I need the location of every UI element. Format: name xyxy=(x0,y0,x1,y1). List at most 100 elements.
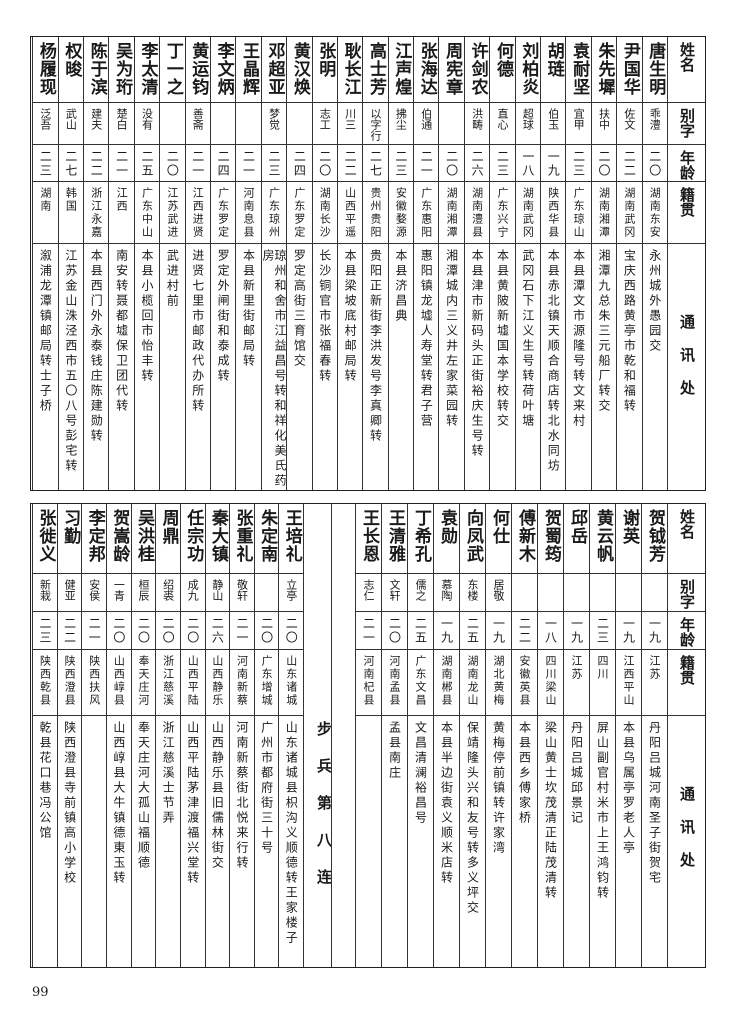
person-alias: 儒之 xyxy=(414,578,427,601)
cell-alias xyxy=(160,103,185,145)
person-origin: 山西平遥 xyxy=(343,187,357,240)
header-cell-origin: 籍贯 xyxy=(668,182,705,245)
cell-address: 本县津市新码头正街裕庆生号转 xyxy=(465,244,489,490)
cell-alias: 武山 xyxy=(58,103,84,145)
person-address: 孟县南庄 xyxy=(387,721,402,782)
cell-name: 傅新木 xyxy=(512,504,537,574)
person-origin: 韩国 xyxy=(64,187,78,214)
cell-age: 二三 xyxy=(261,145,287,183)
cell-address: 本县新里街邮局转 xyxy=(236,244,260,490)
cell-alias: 绍裘 xyxy=(156,574,180,612)
cell-name: 丁希孔 xyxy=(408,504,433,574)
cell-name: 袁耐坚 xyxy=(566,37,591,103)
cell-name: 李文炳 xyxy=(210,37,236,103)
person-name: 丁一之 xyxy=(162,42,183,96)
person-alias: 新栽 xyxy=(38,578,52,601)
person-age: 二一 xyxy=(87,616,102,645)
person-address: 本县津市新码头正街裕庆生号转 xyxy=(470,249,485,460)
cell-address: 本县小榄回市怡丰转 xyxy=(135,244,159,490)
cell-alias: 拂尘 xyxy=(388,103,414,145)
person-name: 丁希孔 xyxy=(411,509,431,563)
person-origin: 陕西扶风 xyxy=(87,655,101,708)
person-alias: 一青 xyxy=(112,578,126,601)
cell-alias: 佐文 xyxy=(617,103,642,145)
person-origin: 河南杞县 xyxy=(362,655,375,708)
person-origin: 山东诸城 xyxy=(284,655,298,708)
person-column: 黄运钧 善斋 二一 江西进贤 进贤七里市邮政代办所转 xyxy=(184,37,210,490)
cell-age: 二〇 xyxy=(642,145,667,183)
cell-address: 山西平陆茅津渡福兴堂转 xyxy=(181,716,205,967)
cell-origin: 奉天庄河 xyxy=(131,650,156,717)
cell-address: 河南新蔡街北悦来行转 xyxy=(230,716,254,967)
person-column: 黄云帆 二三 四川 屏山副官村米市上王鸿钧转 xyxy=(589,504,615,967)
person-address: 山东诸城县枳沟义顺德转王家楼子 xyxy=(284,721,299,947)
person-address: 本县乌属亭罗老人亭 xyxy=(621,721,636,857)
person-alias: 川三 xyxy=(343,107,357,130)
cell-alias xyxy=(287,103,312,145)
cell-name: 江声煌 xyxy=(388,37,414,103)
cell-address: 罗定高街三育馆交 xyxy=(287,244,311,490)
cell-age: 二三 xyxy=(566,145,591,183)
person-address: 乾县花口巷冯公馆 xyxy=(37,721,52,842)
cell-origin: 山西崞县 xyxy=(107,650,131,717)
header-origin: 籍贯 xyxy=(678,655,696,686)
person-column: 周宪章 二〇 湖南湘潭 湘潭城内三义井左家菜园转 xyxy=(438,37,464,490)
person-address: 湘潭城内三义井左家菜园转 xyxy=(444,249,459,430)
person-name: 许剑农 xyxy=(467,42,488,96)
person-column: 耿长江 川三 二二 山西平遥 本县梁坡底村邮局转 xyxy=(336,37,363,490)
cell-origin: 山西平遥 xyxy=(337,182,363,245)
person-origin: 湖南湘潭 xyxy=(597,187,611,240)
cell-age: 二一 xyxy=(356,612,381,651)
cell-alias xyxy=(439,103,464,145)
cell-alias: 宜甲 xyxy=(566,103,591,145)
person-alias: 东楼 xyxy=(466,578,479,601)
person-alias: 成九 xyxy=(186,578,200,601)
header-cell-alias: 别字 xyxy=(668,103,705,145)
header-origin: 籍贯 xyxy=(678,187,696,218)
person-alias: 建夫 xyxy=(89,107,103,130)
person-age: 一九 xyxy=(491,616,506,645)
person-age: 二一 xyxy=(234,616,249,645)
cell-name: 尹国华 xyxy=(617,37,642,103)
person-alias: 伯通 xyxy=(419,107,433,130)
person-address: 湘潭九总朱三元船厂转交 xyxy=(597,249,612,415)
person-name: 江声煌 xyxy=(391,42,412,96)
cell-alias: 文轩 xyxy=(382,574,407,612)
cell-alias: 伯玉 xyxy=(541,103,566,145)
cell-origin: 湖南武冈 xyxy=(617,182,642,245)
person-alias: 宜甲 xyxy=(572,107,586,130)
cell-origin: 湖南湘潭 xyxy=(439,182,464,245)
cell-address: 本县西乡傅家桥 xyxy=(512,716,537,967)
cell-alias: 川三 xyxy=(337,103,363,145)
cell-address: 山西静乐县旧儒林街交 xyxy=(206,716,230,967)
person-origin: 浙江慈溪 xyxy=(161,655,175,708)
person-column: 袁耐坚 宜甲 二三 广东琼山 本县潭文市源隆号转文来村 xyxy=(565,37,591,490)
person-origin: 湖南澧县 xyxy=(470,187,484,240)
person-name: 李文炳 xyxy=(213,42,234,96)
person-column: 何仕 居敬 一九 湖北黄梅 黄梅停前镇转许家湾 xyxy=(485,504,511,967)
cell-age: 二〇 xyxy=(439,145,464,183)
person-name: 杨履现 xyxy=(35,42,56,96)
cell-origin: 江苏 xyxy=(564,650,589,717)
person-origin: 湖南龙山 xyxy=(466,655,479,708)
person-address: 河南新蔡街北悦来行转 xyxy=(234,721,249,872)
cell-alias xyxy=(564,574,589,612)
person-name: 傅新木 xyxy=(515,509,535,563)
cell-name: 朱定南 xyxy=(254,504,279,574)
cell-address: 保靖隆头兴和友号转多义坪交 xyxy=(460,716,485,967)
header-age: 年龄 xyxy=(678,149,696,180)
cell-name: 李定邦 xyxy=(82,504,106,574)
person-age: 二七 xyxy=(368,149,383,178)
header-cell-name: 姓名 xyxy=(668,504,705,574)
cell-origin: 广东兴宁 xyxy=(490,182,515,245)
cell-age: 二二 xyxy=(84,145,109,183)
person-name: 邱岳 xyxy=(567,509,587,545)
cell-origin: 河南息县 xyxy=(236,182,261,245)
cell-name: 黄运钧 xyxy=(185,37,210,103)
person-name: 吴洪桂 xyxy=(133,509,154,563)
person-origin: 湖南长沙 xyxy=(318,187,332,240)
person-age: 二〇 xyxy=(259,616,274,645)
person-age: 二三 xyxy=(571,149,586,178)
cell-age: 一八 xyxy=(515,145,541,183)
person-address: 本县赤北镇天顺合商店转北水同坊 xyxy=(546,249,561,475)
